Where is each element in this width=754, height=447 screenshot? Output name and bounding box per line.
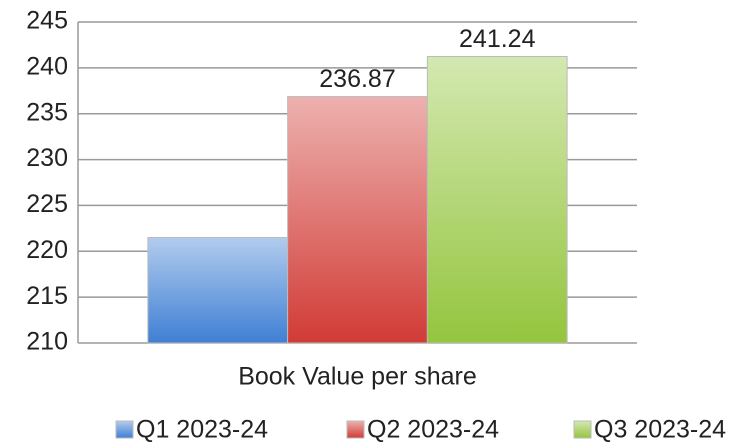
y-tick-label: 235 (26, 98, 68, 126)
legend-label: Q3 2023-24 (594, 416, 726, 444)
bar (147, 237, 289, 344)
bar (426, 55, 568, 344)
y-tick-label: 220 (26, 236, 68, 264)
legend-label: Q2 2023-24 (367, 416, 499, 444)
bar (287, 96, 428, 344)
data-label: 236.87 (319, 65, 395, 93)
legend-label: Q1 2023-24 (136, 416, 268, 444)
y-tick-label: 245 (26, 7, 68, 35)
data-label: 241.24 (459, 25, 536, 53)
y-tick-label: 240 (26, 52, 68, 80)
y-tick-label: 225 (26, 190, 68, 218)
y-tick-label: 210 (26, 328, 68, 356)
x-tick-label: Book Value per share (238, 363, 477, 391)
legend-swatch (346, 420, 365, 439)
y-tick-label: 215 (26, 282, 68, 310)
legend-swatch (573, 420, 592, 439)
y-tick-label: 230 (26, 144, 68, 172)
legend-swatch (115, 420, 134, 439)
